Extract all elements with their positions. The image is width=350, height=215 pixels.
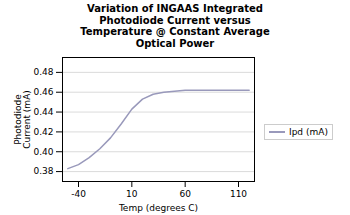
svg-text:60: 60 — [179, 189, 191, 199]
svg-text:0.48: 0.48 — [33, 67, 53, 77]
html-text:Ipd (mA): Ipd (mA) — [289, 127, 328, 137]
svg-text:0.40: 0.40 — [33, 147, 53, 157]
svg-text:0.38: 0.38 — [33, 166, 53, 176]
svg-text:0.44: 0.44 — [33, 107, 53, 117]
svg-text:110: 110 — [230, 189, 247, 199]
svg-text:PhotodiodeCurrent (mA): PhotodiodeCurrent (mA) — [13, 90, 32, 149]
svg-text:10: 10 — [126, 189, 138, 199]
html-text:Variation of INGAAS Integrated: Variation of INGAAS Integrated Photodiod… — [80, 3, 270, 49]
svg-text:-40: -40 — [71, 189, 86, 199]
svg-text:0.46: 0.46 — [33, 87, 53, 97]
svg-text:Temp (degrees C): Temp (degrees C) — [118, 203, 198, 213]
svg-text:0.42: 0.42 — [33, 127, 53, 137]
